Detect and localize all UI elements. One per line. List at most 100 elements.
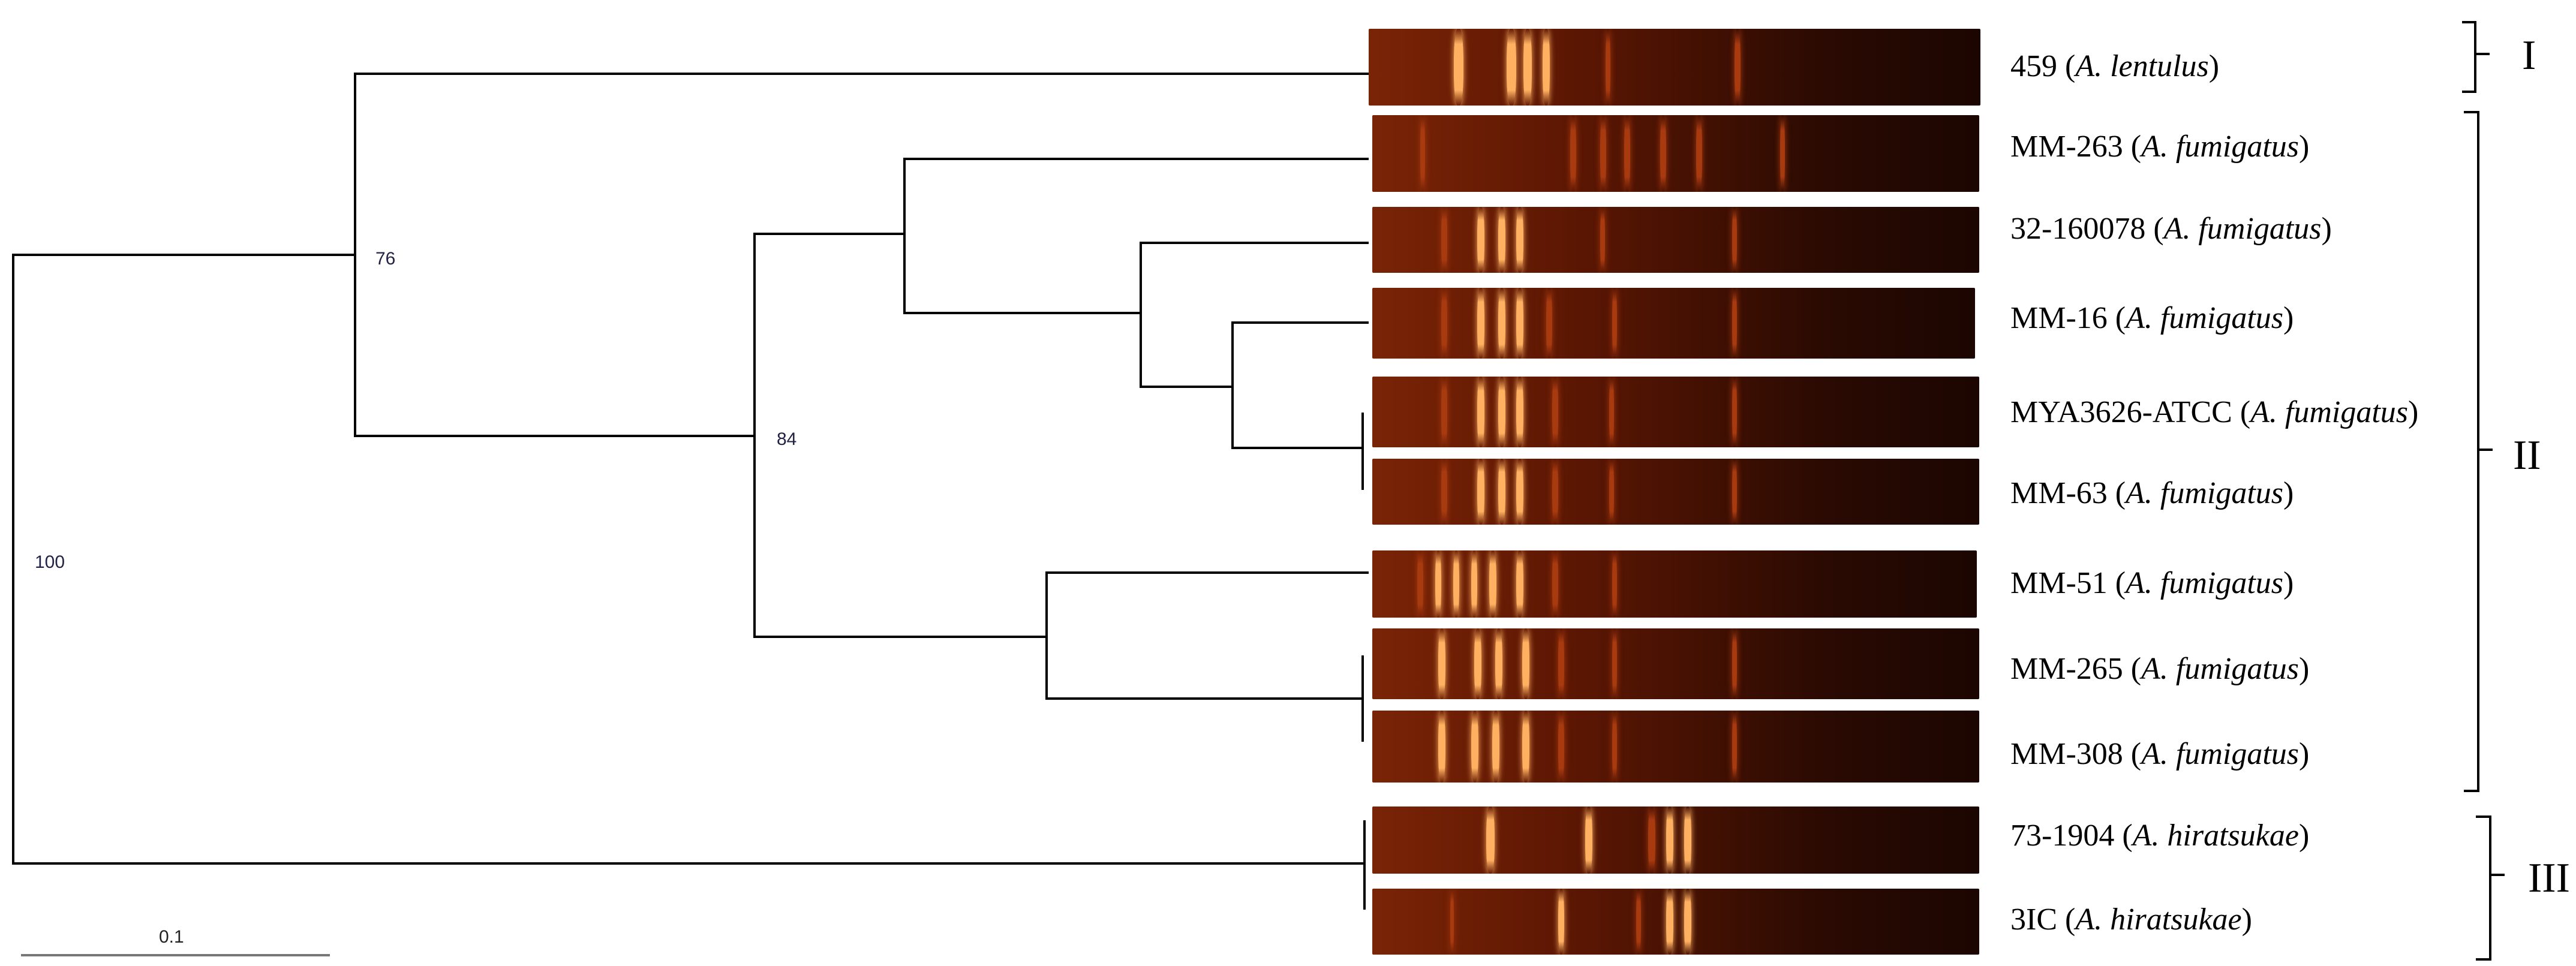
- gel-band: [1732, 459, 1737, 525]
- gel-strip: [1372, 889, 1979, 955]
- group-bracket-ii: [2464, 111, 2479, 792]
- taxon-label: 3IC (A. hiratsukae): [2010, 902, 2252, 937]
- gel-band: [1612, 711, 1617, 783]
- gel-band: [1585, 806, 1592, 874]
- gel-band: [1552, 459, 1558, 525]
- group-bracket-tick: [2477, 449, 2493, 451]
- gel-band: [1471, 711, 1478, 783]
- gel-band: [1477, 288, 1484, 359]
- gel-band: [1780, 115, 1785, 192]
- gel-band: [1516, 207, 1523, 273]
- gel-band: [1498, 459, 1505, 525]
- gel-strip: [1372, 207, 1979, 273]
- gel-band: [1489, 550, 1496, 618]
- taxon-label: 459 (A. lentulus): [2010, 49, 2220, 83]
- gel-band: [1666, 889, 1673, 955]
- gel-band: [1438, 628, 1445, 699]
- group-bracket-tick: [2489, 874, 2505, 876]
- taxon-label: MM-265 (A. fumigatus): [2010, 652, 2310, 686]
- gel-band: [1516, 459, 1523, 525]
- gel-band: [1660, 115, 1666, 192]
- gel-band: [1606, 29, 1610, 106]
- gel-band: [1450, 889, 1454, 955]
- taxon-label: MM-308 (A. fumigatus): [2010, 737, 2310, 771]
- gel-band: [1684, 806, 1691, 874]
- gel-band: [1486, 806, 1495, 874]
- gel-band: [1609, 459, 1614, 525]
- phylogenetic-tree: 100 76 84 0.1: [12, 73, 1369, 956]
- group-bracket-iii: [2476, 815, 2491, 961]
- gel-band: [1570, 115, 1576, 192]
- bootstrap-value: 84: [777, 429, 796, 449]
- gel-band: [1523, 29, 1532, 106]
- gel-strip: [1372, 288, 1975, 359]
- gel-band: [1516, 288, 1523, 359]
- gel-band: [1612, 628, 1617, 699]
- gel-strip: [1372, 711, 1979, 783]
- gel-band: [1441, 377, 1447, 447]
- gel-strip: [1369, 29, 1980, 106]
- gel-band: [1498, 377, 1505, 447]
- taxon-label: MM-51 (A. fumigatus): [2010, 566, 2294, 600]
- gel-band: [1612, 288, 1617, 359]
- gel-band: [1477, 207, 1484, 273]
- gel-band: [1732, 377, 1737, 447]
- group-label-iii: III: [2528, 855, 2570, 901]
- gel-band: [1477, 459, 1484, 525]
- gel-band: [1474, 628, 1481, 699]
- gel-strip: [1372, 628, 1979, 699]
- gel-band: [1417, 550, 1423, 618]
- group-bracket-tick: [2474, 53, 2490, 55]
- scale-bar-label: 0.1: [159, 927, 184, 947]
- gel-band: [1546, 288, 1552, 359]
- gel-band: [1552, 377, 1558, 447]
- gel-band: [1558, 889, 1564, 955]
- gel-band: [1507, 29, 1516, 106]
- gel-band: [1732, 628, 1737, 699]
- gel-strip: [1372, 377, 1979, 447]
- gel-band: [1666, 806, 1673, 874]
- gel-band: [1453, 550, 1459, 618]
- taxon-label: 32-160078 (A. fumigatus): [2010, 212, 2332, 246]
- gel-band: [1441, 207, 1447, 273]
- gel-band: [1696, 115, 1702, 192]
- taxon-label: MM-263 (A. fumigatus): [2010, 130, 2310, 164]
- gel-band: [1552, 550, 1558, 618]
- gel-band: [1600, 207, 1605, 273]
- gel-strip: [1372, 550, 1977, 618]
- gel-band: [1732, 207, 1737, 273]
- gel-band: [1522, 711, 1529, 783]
- gel-band: [1543, 29, 1550, 106]
- gel-band: [1441, 459, 1447, 525]
- gel-band: [1477, 377, 1484, 447]
- gel-strip: [1372, 459, 1979, 525]
- gel-band: [1612, 550, 1617, 618]
- taxon-label: MM-16 (A. fumigatus): [2010, 301, 2294, 335]
- gel-band: [1558, 628, 1564, 699]
- taxon-label: 73-1904 (A. hiratsukae): [2010, 818, 2310, 853]
- gel-band: [1609, 377, 1614, 447]
- gel-band: [1648, 806, 1655, 874]
- gel-band: [1420, 115, 1425, 192]
- gel-band: [1441, 288, 1447, 359]
- gel-band: [1498, 288, 1505, 359]
- gel-band: [1600, 115, 1606, 192]
- gel-band: [1454, 29, 1463, 106]
- gel-band: [1435, 550, 1441, 618]
- gel-band: [1471, 550, 1477, 618]
- gel-band: [1438, 711, 1445, 783]
- gel-band: [1624, 115, 1630, 192]
- bootstrap-value: 100: [35, 552, 65, 572]
- gel-strip: [1372, 115, 1979, 192]
- gel-band: [1732, 711, 1737, 783]
- gel-band: [1558, 711, 1564, 783]
- gel-band: [1498, 207, 1505, 273]
- group-bracket-i: [2462, 21, 2476, 93]
- bootstrap-value: 76: [375, 249, 395, 269]
- gel-strip: [1372, 806, 1979, 874]
- gel-band: [1522, 628, 1529, 699]
- gel-band: [1492, 711, 1499, 783]
- gel-band: [1735, 29, 1741, 106]
- group-label-i: I: [2522, 32, 2536, 79]
- gel-band: [1684, 889, 1691, 955]
